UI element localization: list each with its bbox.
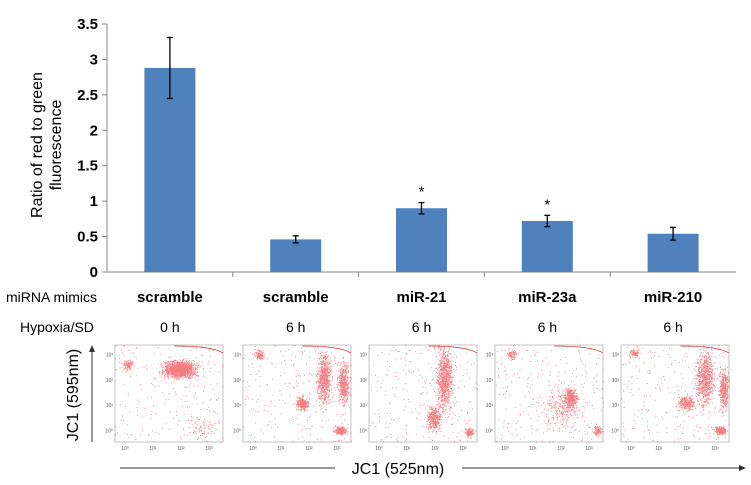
flow-y-tick-label: 10¹ (612, 403, 620, 409)
y-tick-label: 0 (90, 264, 98, 281)
flow-y-tick-label: 10⁰ (359, 428, 367, 434)
hypoxia-label: 6 h (412, 319, 431, 335)
bars: ** (144, 36, 699, 272)
flow-y-tick-label: 10² (612, 378, 620, 384)
flow-y-tick-label: 10² (106, 378, 114, 384)
flow-panel: 10⁰ 10⁰ 10¹ 10¹ 10² 10² 10³ 10³ (611, 344, 730, 452)
flow-x-tick-label: 10² (557, 446, 565, 452)
y-tick-label: 2.5 (77, 87, 98, 104)
flow-dots (621, 345, 730, 443)
hypoxia-label: 6 h (663, 319, 682, 335)
flow-dots (495, 345, 604, 443)
y-tick-label: 2 (90, 122, 98, 139)
flow-x-arrowhead (739, 465, 746, 471)
flow-x-tick-label: 10³ (205, 446, 213, 452)
flow-y-tick-label: 10² (486, 378, 494, 384)
y-tick-label: 3.5 (77, 16, 98, 33)
flow-dots (369, 345, 478, 443)
flow-y-tick-label: 10³ (612, 353, 620, 359)
flow-x-tick-label: 10² (177, 446, 185, 452)
y-tick-label: 1.5 (77, 158, 98, 175)
flow-plot-frame (494, 344, 604, 443)
flow-x-tick-label: 10³ (459, 446, 467, 452)
y-tick-label: 0.5 (77, 229, 98, 246)
y-tick-label: 1 (90, 193, 98, 210)
bar (270, 239, 322, 272)
flow-x-tick-label: 10³ (711, 446, 719, 452)
significance-mark: * (544, 196, 550, 213)
flow-gate-curve (680, 345, 730, 354)
flow-y-label: JC1 (595nm) (65, 349, 82, 441)
category-label: scramble (263, 289, 329, 306)
flow-y-tick-label: 10² (360, 378, 368, 384)
flow-y-tick-label: 10³ (360, 353, 368, 359)
flow-x-tick-label: 10³ (333, 446, 341, 452)
flow-x-tick-label: 10¹ (529, 446, 537, 452)
flow-x-tick-label: 10¹ (403, 446, 411, 452)
y-axis: 0 0.5 1 1.5 2 2.5 3 3.5 (77, 16, 736, 281)
flow-x-tick-label: 10⁰ (375, 446, 383, 452)
flow-panel: 10⁰ 10⁰ 10¹ 10¹ 10² 10² 10³ 10³ (359, 344, 478, 452)
flow-panel: 10⁰ 10⁰ 10¹ 10¹ 10² 10² 10³ 10³ (105, 344, 224, 452)
flow-y-tick-label: 10⁰ (485, 428, 493, 434)
flow-y-tick-label: 10⁰ (611, 428, 619, 434)
y-axis-label-line2: fluorescence (48, 100, 65, 191)
flow-panel: 10⁰ 10⁰ 10¹ 10¹ 10² 10² 10³ 10³ (233, 344, 352, 452)
significance-mark: * (419, 184, 425, 201)
flow-y-tick-label: 10¹ (106, 403, 114, 409)
flow-x-tick-label: 10⁰ (627, 446, 635, 452)
category-labels: scramble 0 h scramble 6 h miR-21 6 h miR-23a 6 … (137, 289, 702, 335)
flow-dots (243, 345, 352, 443)
flow-y-tick-label: 10¹ (360, 403, 368, 409)
flow-x-tick-label: 10² (683, 446, 691, 452)
flow-x-tick-label: 10⁰ (121, 446, 129, 452)
flow-x-tick-label: 10⁰ (249, 446, 257, 452)
row-label-hypoxia: Hypoxia/SD (20, 319, 94, 335)
flow-gate-curve (174, 345, 224, 354)
y-axis-label-line1: Ratio of red to green (29, 72, 46, 218)
category-label: miR-23a (518, 289, 577, 306)
flow-gate-curve (302, 345, 352, 354)
flow-x-tick-label: 10¹ (149, 446, 157, 452)
flow-y-tick-label: 10² (234, 378, 242, 384)
bar (521, 220, 573, 272)
flow-gate-curve (428, 345, 478, 354)
flow-y-tick-label: 10¹ (486, 403, 494, 409)
flow-panels: 10⁰10⁰10¹10¹10²10²10³10³10⁰10⁰10¹10¹10²1… (105, 344, 730, 452)
flow-panel: 10⁰ 10⁰ 10¹ 10¹ 10² 10² 10³ 10³ (485, 344, 604, 452)
flow-y-arrowhead (89, 345, 95, 352)
flow-y-tick-label: 10⁰ (105, 428, 113, 434)
flow-y-tick-label: 10¹ (234, 403, 242, 409)
flow-gate-curve (554, 345, 604, 354)
flow-x-label: JC1 (525nm) (352, 461, 444, 478)
y-tick-label: 3 (90, 51, 98, 68)
flow-x-tick-label: 10¹ (655, 446, 663, 452)
hypoxia-label: 6 h (286, 319, 305, 335)
flow-y-tick-label: 10⁰ (233, 428, 241, 434)
flow-x-tick-label: 10⁰ (501, 446, 509, 452)
bar (144, 67, 196, 272)
flow-y-tick-label: 10³ (486, 353, 494, 359)
hypoxia-label: 0 h (160, 319, 179, 335)
category-label: miR-210 (644, 289, 702, 306)
flow-x-tick-label: 10¹ (277, 446, 285, 452)
flow-plot-frame (242, 344, 352, 443)
category-label: miR-21 (396, 289, 446, 306)
flow-x-tick-label: 10³ (585, 446, 593, 452)
bar (396, 208, 447, 272)
flow-x-tick-label: 10² (431, 446, 439, 452)
flow-y-tick-label: 10³ (106, 353, 114, 359)
flow-x-tick-label: 10² (305, 446, 313, 452)
hypoxia-label: 6 h (538, 319, 557, 335)
category-label: scramble (137, 289, 203, 306)
flow-y-tick-label: 10³ (234, 353, 242, 359)
row-label-mimics: miRNA mimics (6, 289, 97, 305)
flow-dots (115, 345, 224, 443)
